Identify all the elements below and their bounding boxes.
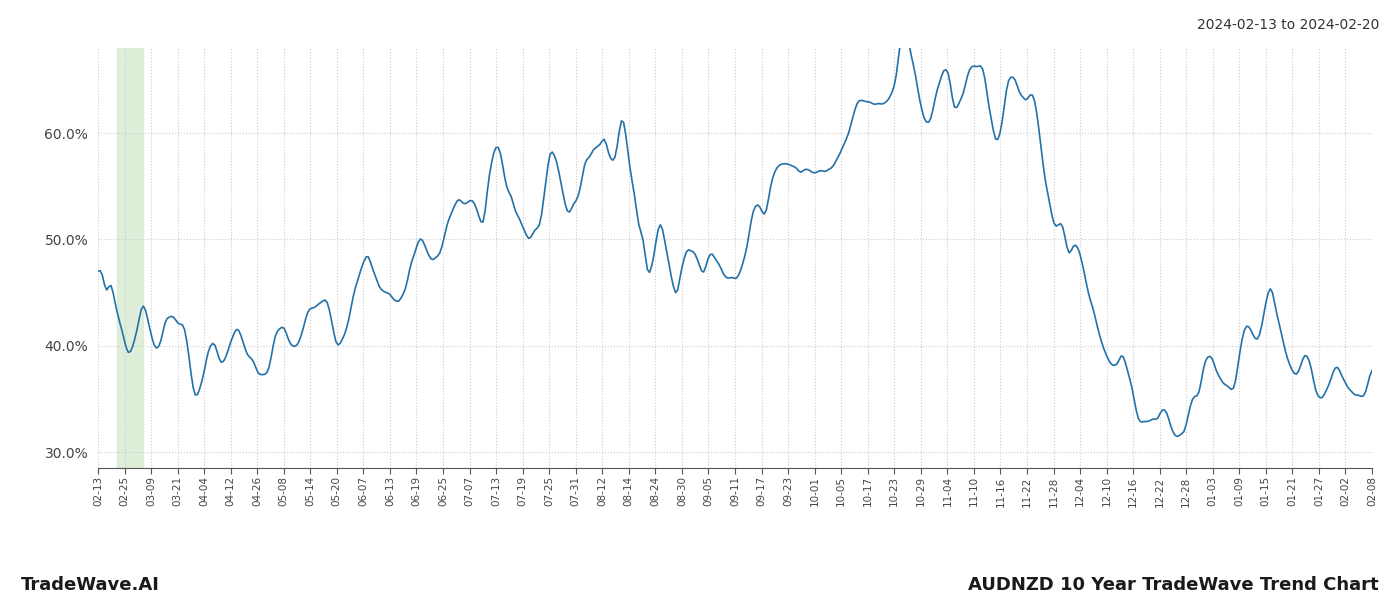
Bar (118, 48, 143, 468)
Text: TradeWave.AI: TradeWave.AI (21, 576, 160, 594)
Text: AUDNZD 10 Year TradeWave Trend Chart: AUDNZD 10 Year TradeWave Trend Chart (969, 576, 1379, 594)
Text: 2024-02-13 to 2024-02-20: 2024-02-13 to 2024-02-20 (1197, 18, 1379, 32)
